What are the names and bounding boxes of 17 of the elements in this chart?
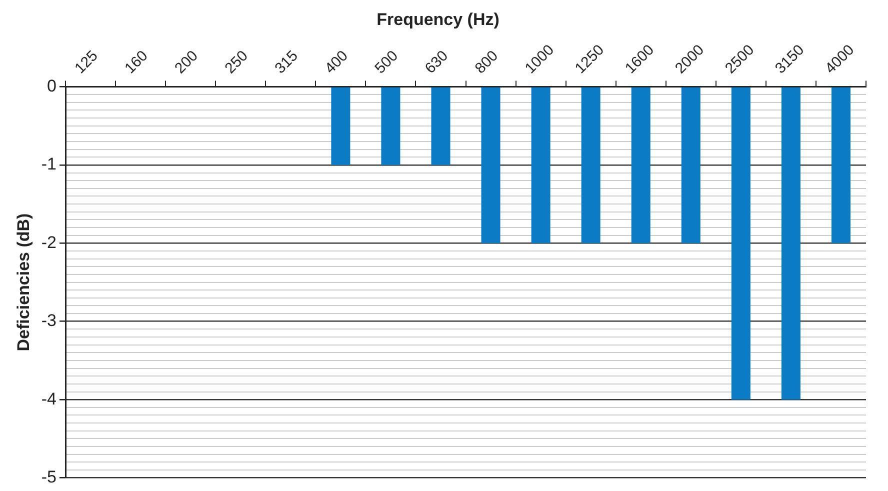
x-tick-label: 800 [472,47,502,78]
y-tick-label: -4 [41,389,57,408]
chart-title: Frequency (Hz) [376,10,500,29]
x-tick-label: 315 [272,47,302,78]
y-axis-title: Deficiencies (dB) [14,213,33,352]
y-tick-label: -2 [41,232,57,252]
x-tick-label: 400 [322,47,352,78]
y-tick-label: -3 [41,311,57,330]
x-tick-label: 200 [172,47,202,78]
x-tick-label: 160 [122,47,152,78]
x-tick-label: 250 [222,47,252,78]
y-tick-label: 0 [47,76,57,96]
x-tick-label: 630 [422,47,452,78]
y-tick-label: -1 [41,154,57,174]
x-tick-label: 125 [72,47,102,78]
x-tick-label: 500 [372,47,402,78]
y-tick-label: -5 [41,467,57,486]
